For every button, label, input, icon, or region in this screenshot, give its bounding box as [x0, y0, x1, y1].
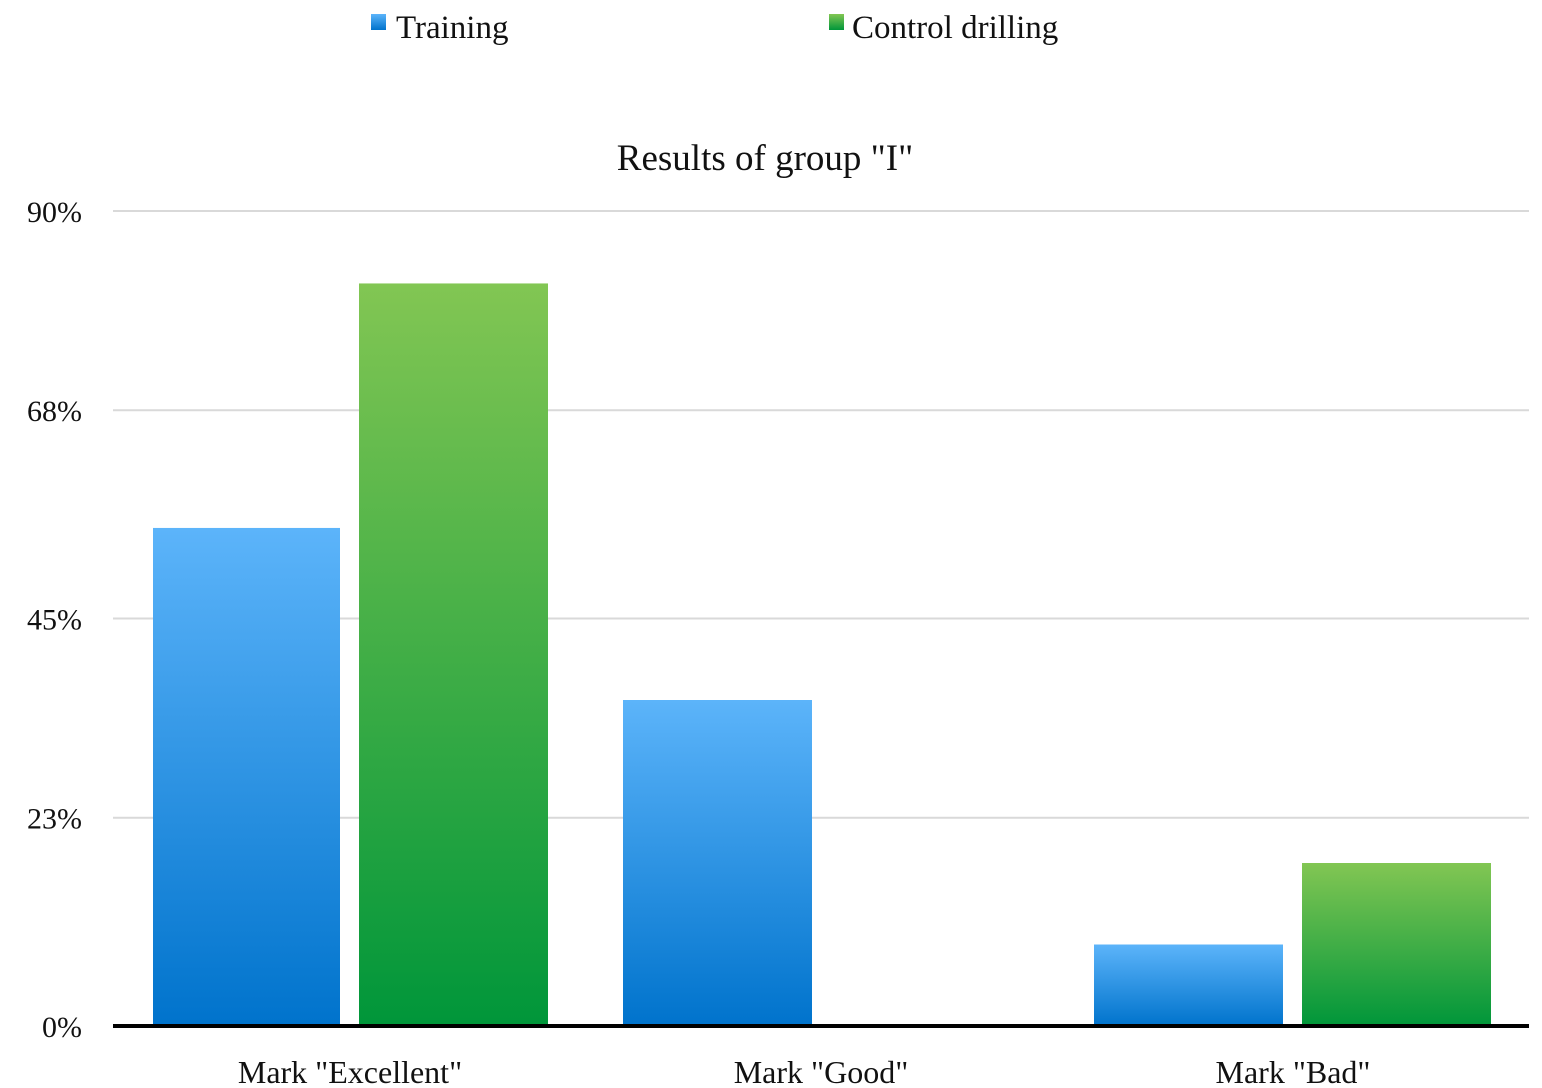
x-category-label: Mark "Bad" [1216, 1054, 1371, 1088]
legend-swatch [829, 14, 844, 30]
bar-control-drilling [359, 283, 548, 1026]
chart-legend: Training Control drilling [371, 10, 1058, 46]
y-tick-label: 45% [27, 604, 82, 637]
bar-training [623, 700, 812, 1026]
bar-training [1094, 944, 1283, 1026]
chart-title: Results of group "I" [617, 138, 913, 179]
legend-label: Control drilling [852, 10, 1058, 46]
y-axis-ticks: 0% 23% 45% 68% 90% [27, 196, 82, 1044]
legend-label: Training [396, 10, 508, 46]
x-category-label: Mark "Excellent" [238, 1054, 462, 1088]
x-axis-categories: Mark "Excellent" Mark "Good" Mark "Bad" [238, 1054, 1371, 1088]
x-category-label: Mark "Good" [734, 1054, 909, 1088]
bar-control-drilling [1302, 863, 1491, 1026]
y-tick-label: 23% [27, 803, 82, 836]
y-tick-label: 90% [27, 196, 82, 229]
bars [153, 283, 1491, 1026]
bar-training [153, 527, 340, 1026]
gridlines [113, 210, 1529, 819]
y-tick-label: 68% [27, 395, 82, 428]
legend-swatch [371, 14, 386, 30]
y-tick-label: 0% [42, 1011, 82, 1044]
